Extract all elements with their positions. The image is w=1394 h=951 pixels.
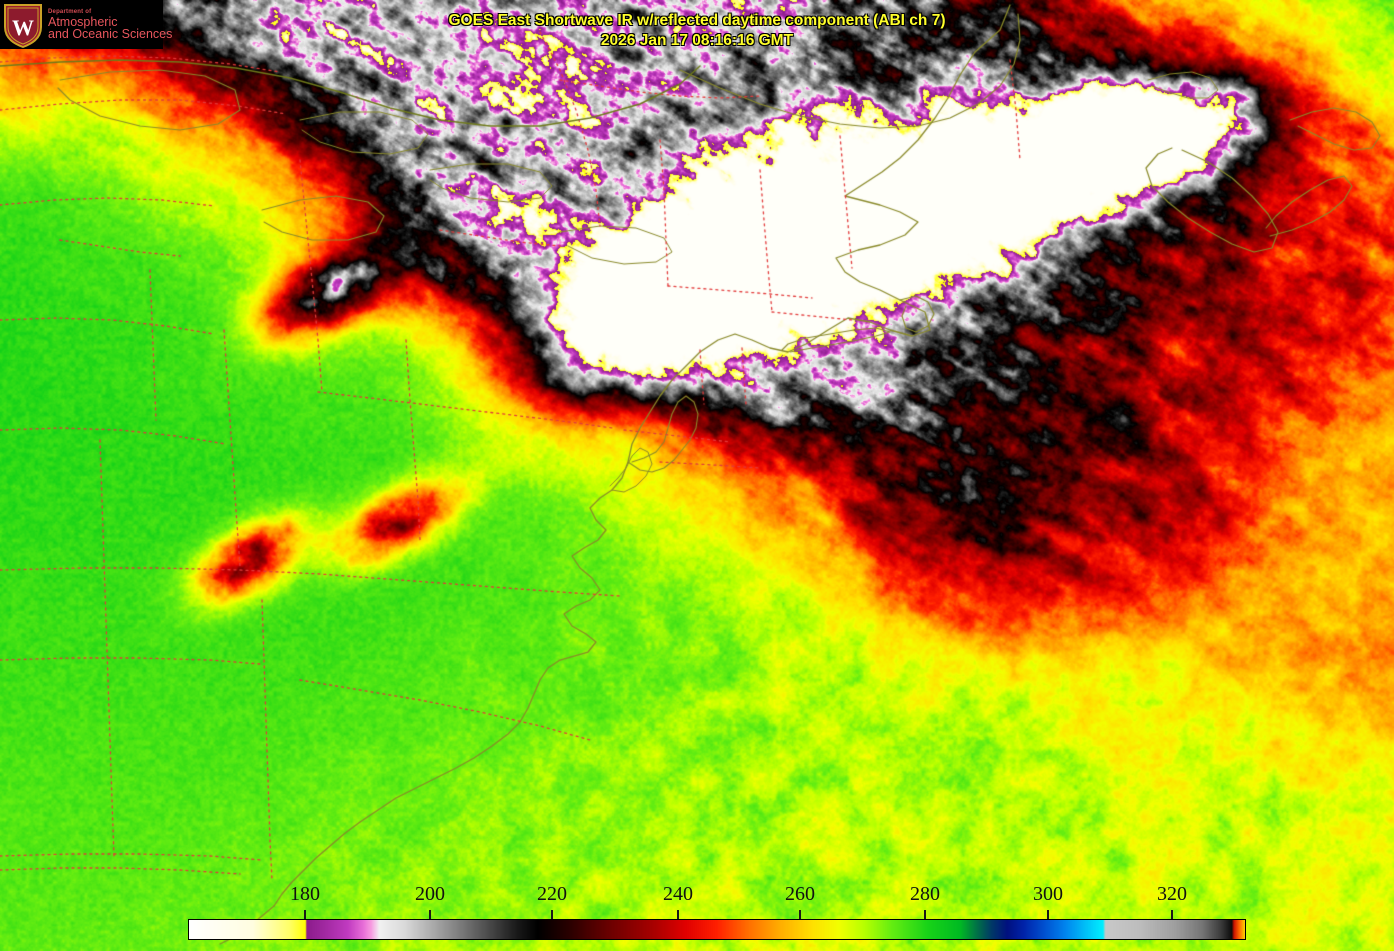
uw-madison-crest-icon: W [2, 2, 44, 48]
colorbar-tick-mark [1171, 910, 1173, 919]
colorbar-tick-mark [304, 910, 306, 919]
colorbar-tick-label: 320 [1157, 883, 1187, 905]
colorbar-tick-label: 180 [290, 883, 320, 905]
colorbar-tick-mark [799, 910, 801, 919]
svg-text:W: W [12, 15, 34, 40]
colorbar-tick-mark [1047, 910, 1049, 919]
colorbar-tick-label: 200 [415, 883, 445, 905]
colorbar-tick-label: 220 [537, 883, 567, 905]
colorbar-tick-label: 280 [910, 883, 940, 905]
colorbar-tick-mark [429, 910, 431, 919]
logo-line-oceanic: and Oceanic Sciences [48, 27, 173, 41]
colorbar-tick-mark [551, 910, 553, 919]
colorbar-tick-mark [924, 910, 926, 919]
colorbar-tick-label: 300 [1033, 883, 1063, 905]
colorbar-region: 180 200 220 240 260 280 300 320 [0, 883, 1394, 951]
colorbar-tick-labels: 180 200 220 240 260 280 300 320 [0, 883, 1394, 919]
colorbar-gradient [188, 919, 1246, 940]
colorbar-tick-mark [677, 910, 679, 919]
logo-line-atmospheric: Atmospheric [48, 14, 118, 29]
colorbar-tick-label: 260 [785, 883, 815, 905]
uw-aos-logo: W Department of Atmospheric and Oceanic … [0, 0, 172, 49]
colorbar-tick-label: 240 [663, 883, 693, 905]
logo-text-block: Department of Atmospheric and Oceanic Sc… [48, 9, 172, 41]
logo-department-label: Department of [48, 8, 92, 15]
